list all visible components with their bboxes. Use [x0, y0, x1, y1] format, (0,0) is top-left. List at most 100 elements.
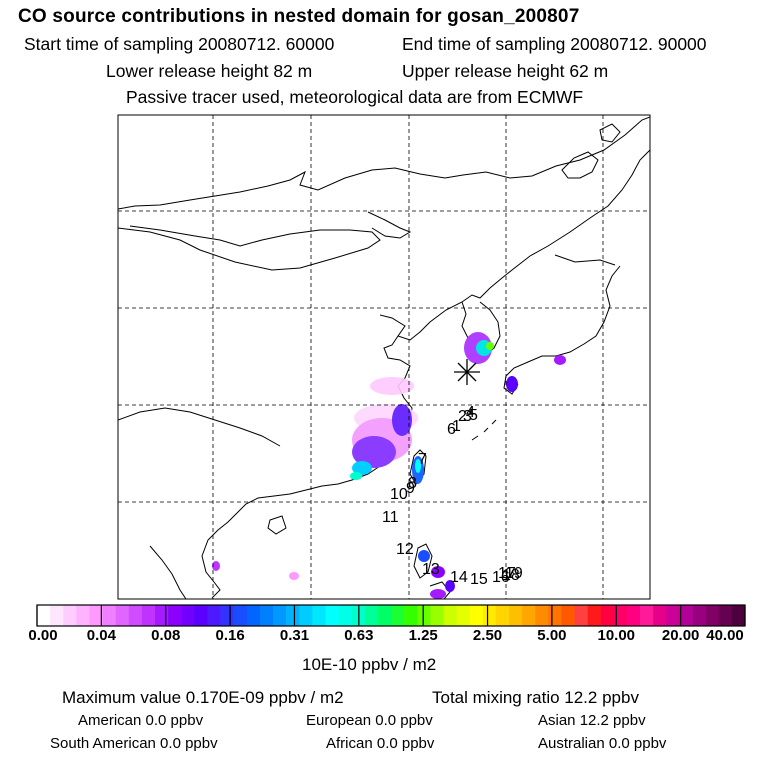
colorbar-cell: [600, 605, 615, 626]
colorbar-cell: [718, 605, 733, 626]
colorbar-tick-label: 10.00: [597, 627, 636, 644]
colorbar-cell: [286, 605, 300, 626]
colorbar-tick-label: 0.16: [215, 627, 245, 644]
asian-contribution: Asian 12.2 ppbv: [538, 712, 646, 729]
colorbar-cell: [181, 605, 195, 626]
european-contribution: European 0.0 ppbv: [306, 712, 433, 729]
colorbar-cell: [640, 605, 654, 626]
source-marker-19: 19: [505, 565, 523, 582]
end-time-label: End time of sampling 20080712. 90000: [402, 34, 707, 54]
colorbar-units: 10E-10 ppbv / m2: [302, 655, 437, 674]
source-marker-6: 6: [447, 421, 456, 438]
colorbar-cell: [627, 605, 641, 626]
source-marker-11: 11: [382, 509, 399, 526]
colorbar-cell: [220, 605, 234, 626]
colorbar-cell: [522, 605, 536, 626]
colorbar-cell: [587, 605, 602, 626]
colorbar-cell: [273, 605, 287, 626]
colorbar-cell: [391, 605, 405, 626]
colorbar-tick-label: 5.00: [537, 627, 567, 644]
colorbar-cell: [482, 605, 497, 626]
source-marker-7: 7: [418, 451, 427, 468]
colorbar-cell: [325, 605, 339, 626]
colorbar-cell: [653, 605, 667, 626]
african-contribution: African 0.0 ppbv: [326, 735, 435, 752]
source-marker-2: 2: [458, 408, 467, 425]
source-marker-5: 5: [469, 407, 478, 424]
american-contribution: American 0.0 ppbv: [78, 712, 204, 729]
colorbar-cell: [259, 605, 274, 626]
source-marker-17: 17: [498, 565, 516, 582]
colorbar-tick-label: 0.08: [151, 627, 181, 644]
colorbar-tick-label: 0.04: [86, 627, 116, 644]
colorbar-cell: [679, 605, 693, 626]
colorbar-tick-label: 0.00: [28, 627, 58, 644]
colorbar-cell: [377, 605, 392, 626]
maximum-value: Maximum value 0.170E-09 ppbv / m2: [62, 688, 344, 707]
source-marker-12: 12: [396, 541, 414, 558]
source-marker-18: 18: [502, 567, 520, 584]
colorbar-tick-label: 20.00: [661, 627, 700, 644]
source-marker-14: 14: [450, 569, 468, 586]
colorbar: [37, 605, 746, 626]
source-marker-3: 3: [463, 408, 472, 425]
graticule: [118, 115, 650, 599]
colorbar-cell: [246, 605, 261, 626]
colorbar-cell: [194, 605, 208, 626]
south-american-contribution: South American 0.0 ppbv: [50, 735, 218, 752]
colorbar-cell: [430, 605, 444, 626]
colorbar-cell: [76, 605, 90, 626]
colorbar-cell: [364, 605, 379, 626]
concentration-field: [212, 332, 566, 599]
coastline-layer: [118, 116, 650, 599]
colorbar-cell: [495, 605, 510, 626]
source-marker-4: 4: [466, 404, 475, 421]
colorbar-cell: [207, 605, 221, 626]
colorbar-cell: [469, 605, 484, 626]
colorbar-cell: [404, 605, 418, 626]
colorbar-tick-label: 40.00: [706, 627, 744, 644]
tracer-note: Passive tracer used, meteorological data…: [126, 87, 584, 107]
start-time-label: Start time of sampling 20080712. 60000: [24, 34, 335, 54]
source-marker-10: 10: [390, 486, 408, 503]
colorbar-cell: [37, 605, 51, 626]
colorbar-cell: [89, 605, 103, 626]
colorbar-cell: [128, 605, 143, 626]
colorbar-cell: [312, 605, 326, 626]
colorbar-cell: [417, 605, 431, 626]
source-marker-9: 9: [406, 480, 415, 497]
upper-height-label: Upper release height 62 m: [402, 61, 609, 81]
source-markers: 2 3 1 4 6 5 7 8 9 10 11 12 13 14 15 16 1…: [382, 404, 523, 588]
colorbar-cell: [705, 605, 720, 626]
australian-contribution: Australian 0.0 ppbv: [538, 735, 667, 752]
colorbar-cell: [443, 605, 457, 626]
colorbar-cell: [561, 605, 575, 626]
colorbar-tick-label: 2.50: [472, 627, 503, 644]
lower-height-label: Lower release height 82 m: [106, 61, 313, 81]
asterisk-icon: [454, 359, 480, 385]
colorbar-cell: [102, 605, 116, 626]
colorbar-cell: [509, 605, 523, 626]
colorbar-cell: [456, 605, 470, 626]
colorbar-cell: [141, 605, 156, 626]
colorbar-cell: [115, 605, 130, 626]
plot-title: CO source contributions in nested domain…: [18, 6, 580, 27]
colorbar-cell: [338, 605, 352, 626]
source-marker-13: 13: [422, 561, 440, 578]
source-marker-16: 16: [492, 569, 510, 586]
source-marker-15: 15: [470, 571, 488, 588]
source-marker-8: 8: [408, 475, 417, 492]
colorbar-tick-label: 0.63: [344, 627, 374, 644]
colorbar-cell: [574, 605, 588, 626]
colorbar-tick-label: 1.25: [408, 627, 438, 644]
colorbar-cell: [299, 605, 313, 626]
colorbar-cell: [548, 605, 562, 626]
colorbar-cell: [233, 605, 248, 626]
source-marker-1: 1: [452, 418, 461, 435]
colorbar-cell: [535, 605, 549, 626]
colorbar-cell: [613, 605, 628, 626]
colorbar-tick-label: 0.31: [279, 627, 310, 644]
colorbar-cell: [692, 605, 706, 626]
colorbar-cell: [666, 605, 680, 626]
